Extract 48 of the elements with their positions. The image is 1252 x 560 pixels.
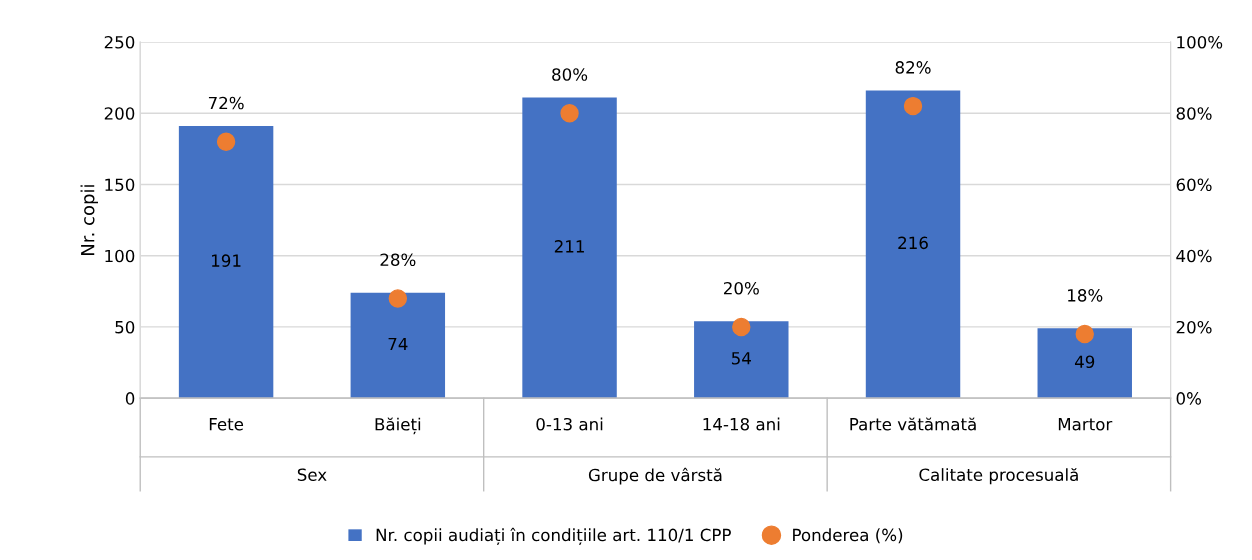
y-tick-label: 200 <box>104 107 135 120</box>
x-tick-label: 14-18 ani <box>703 417 780 431</box>
bar <box>522 97 617 399</box>
y-tick-label: 250 <box>104 35 135 49</box>
y2-tick-label: 60% <box>1176 178 1212 192</box>
data-label: 54 <box>731 352 751 365</box>
bar <box>350 292 446 399</box>
data-label: 74 <box>388 337 408 351</box>
y-tick-label: 100 <box>105 249 135 263</box>
bar <box>694 321 789 399</box>
x-tick-label: Fete <box>209 418 244 431</box>
data-label: 191 <box>212 254 241 267</box>
point <box>388 289 408 308</box>
x-tick-label: Martor <box>1058 418 1113 431</box>
data-label: 80% <box>552 68 588 81</box>
x-tick-label: Parte vătămată <box>850 417 976 431</box>
data-label: 216 <box>898 236 928 250</box>
y2-tick-label: 80% <box>1176 107 1212 120</box>
y-tick-label: 50 <box>115 320 135 334</box>
data-label: 20% <box>723 281 759 295</box>
data-label: 18% <box>1068 289 1103 302</box>
text: Grupe de vârstă <box>588 467 722 485</box>
legend-label: Ponderea (%) <box>793 528 903 544</box>
data-label: 82% <box>895 61 931 74</box>
y2-tick-label: 20% <box>1176 320 1212 334</box>
y-tick-label: 0 <box>125 392 135 405</box>
point <box>216 132 236 151</box>
data-label: 211 <box>554 240 584 253</box>
x-tick-label: 0-13 ani <box>536 417 603 431</box>
y-axis-title: Nr. copii <box>80 185 98 255</box>
point <box>903 96 923 116</box>
y2-tick-label: 40% <box>1176 249 1212 263</box>
point <box>560 104 579 123</box>
text: Calitate procesuală <box>919 468 1078 485</box>
text: Sex <box>297 468 327 481</box>
bar <box>865 90 961 399</box>
y2-tick-label: 100% <box>1177 35 1223 49</box>
data-label: 72% <box>208 96 244 110</box>
point <box>732 317 751 337</box>
x-tick-label: Băieți <box>375 417 421 435</box>
bar <box>178 126 274 399</box>
point <box>1075 324 1094 344</box>
data-label: 28% <box>380 253 416 267</box>
y-tick-label: 150 <box>105 178 135 192</box>
bar <box>1037 328 1132 399</box>
y2-tick-label: 0% <box>1176 392 1201 405</box>
data-label: 49 <box>1074 355 1095 369</box>
legend-label: Nr. copii audiați în condițiile art. 110/1 CPP <box>376 527 731 545</box>
